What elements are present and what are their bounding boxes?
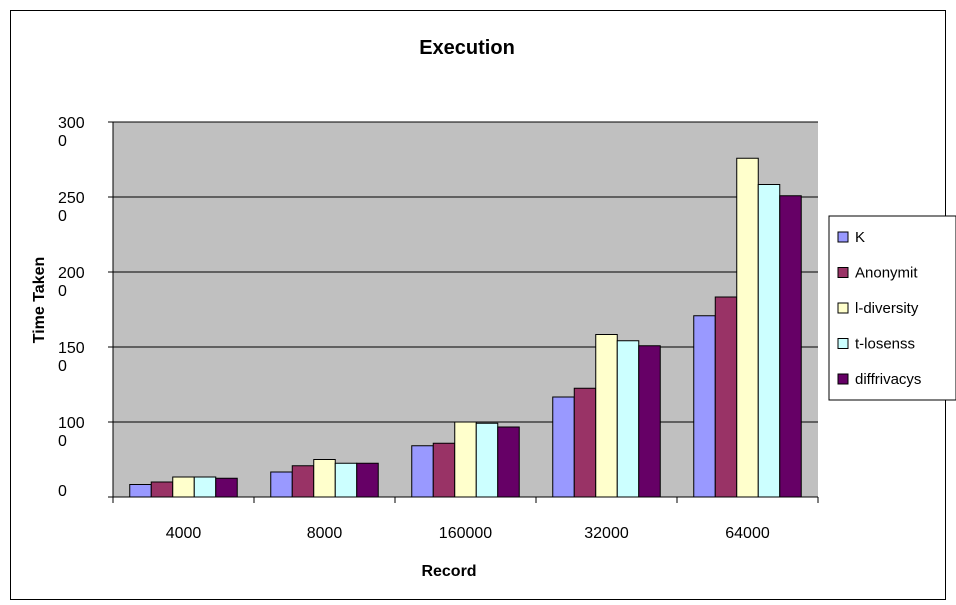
bar-diffrivacys-160000 <box>497 426 520 498</box>
legend-swatch <box>837 267 849 278</box>
bar-diffrivacys-4000 <box>215 477 238 498</box>
bar-t-losenss-64000 <box>757 184 781 498</box>
x-tick-label: 160000 <box>439 525 492 542</box>
chart-title: Execution <box>419 37 515 59</box>
y-tick-labels: 0 100 0 150 0 200 0 250 0 300 0 <box>58 115 85 500</box>
legend-swatch <box>837 338 849 349</box>
legend-label: l-diversity <box>855 300 919 317</box>
bar-k-4000 <box>129 484 152 498</box>
bar-k-32000 <box>552 396 575 498</box>
bar-t-losenss-4000 <box>193 476 217 498</box>
bar-l-diversity-32000 <box>595 334 618 498</box>
legend-box <box>828 215 956 401</box>
bar-diffrivacys-8000 <box>356 462 379 498</box>
y-tick-label: 200 0 <box>58 265 85 300</box>
bar-l-diversity-4000 <box>172 476 195 498</box>
x-axis-title: Record <box>421 563 476 580</box>
y-tick-label: 150 0 <box>58 340 85 375</box>
bar-anonymit-64000 <box>714 296 738 498</box>
legend-label: t-losenss <box>855 336 915 353</box>
axes <box>108 121 819 503</box>
legend-label: diffrivacys <box>855 371 921 388</box>
bar-t-losenss-160000 <box>475 422 499 498</box>
bars <box>129 157 802 498</box>
bar-k-8000 <box>270 471 293 498</box>
bar-diffrivacys-64000 <box>779 195 802 498</box>
y-tick-label: 300 0 <box>58 115 85 150</box>
bar-diffrivacys-32000 <box>638 345 661 498</box>
y-tick-label: 250 0 <box>58 190 85 225</box>
x-tick-labels: 4000 8000 160000 32000 64000 <box>166 525 770 542</box>
x-tick-label: 8000 <box>307 525 343 542</box>
bar-anonymit-32000 <box>573 387 597 498</box>
bar-anonymit-8000 <box>291 465 315 498</box>
y-tick-label: 0 <box>58 483 67 500</box>
bar-anonymit-160000 <box>432 442 456 498</box>
bar-k-160000 <box>411 445 434 498</box>
bar-anonymit-4000 <box>150 481 174 498</box>
y-axis-title: Time Taken <box>31 257 48 344</box>
bar-l-diversity-160000 <box>454 421 477 498</box>
legend-swatch <box>837 302 849 314</box>
y-tick-label: 100 0 <box>58 415 85 450</box>
x-tick-label: 32000 <box>584 525 629 542</box>
bar-t-losenss-8000 <box>334 462 358 498</box>
legend-swatch <box>837 231 849 243</box>
bar-t-losenss-32000 <box>616 340 640 498</box>
bar-k-64000 <box>693 315 716 498</box>
legend-label: K <box>855 229 865 246</box>
x-tick-label: 64000 <box>725 525 770 542</box>
bar-l-diversity-64000 <box>736 157 759 498</box>
legend-swatch <box>837 373 849 385</box>
x-tick-label: 4000 <box>166 525 202 542</box>
legend-label: Anonymit <box>855 265 918 282</box>
bar-l-diversity-8000 <box>313 459 336 498</box>
legend: K Anonymit l-diversity t-losenss diffrivacys <box>828 215 956 401</box>
